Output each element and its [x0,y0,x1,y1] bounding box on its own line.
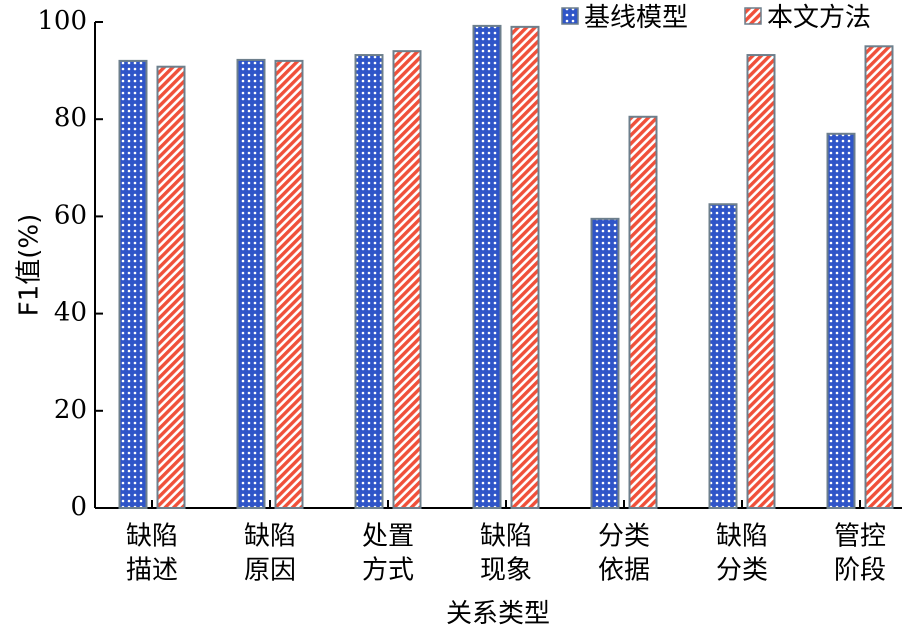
category-label: 原因 [244,556,296,586]
bar-baseline [236,58,266,510]
category-label: 分类 [716,556,768,586]
bars [118,24,894,510]
bar-proposed [510,25,540,510]
category-label: 缺陷 [126,522,178,552]
legend-label-baseline: 基线模型 [584,3,688,33]
bar-baseline [590,217,620,510]
y-tick-label: 100 [37,6,87,36]
y-axis-title: F1值(%) [15,214,45,317]
bar-proposed [628,115,658,510]
y-tick-label: 80 [54,103,87,133]
legend-swatch-baseline [561,7,579,25]
x-ticks [151,500,861,508]
category-label: 描述 [126,556,178,586]
category-label: 缺陷 [244,522,296,552]
legend-label-proposed: 本文方法 [767,3,871,33]
category-label: 分类 [598,522,650,552]
bar-baseline [354,54,384,509]
bar-proposed [746,54,776,509]
bar-baseline [826,132,856,509]
category-label: 依据 [598,556,650,586]
category-label: 处置 [362,522,414,552]
bar-proposed [392,50,422,509]
y-tick-label: 60 [54,200,87,230]
legend: 基线模型 本文方法 [561,3,871,33]
category-label: 缺陷 [480,522,532,552]
y-ticks: 0 20 40 60 80 100 [37,6,103,522]
category-label: 管控 [834,522,886,552]
bar-proposed [156,65,186,509]
category-label: 方式 [362,556,414,586]
bar-proposed [274,59,304,509]
category-label: 阶段 [834,556,886,586]
bar-baseline [708,203,738,509]
y-tick-label: 0 [70,492,87,522]
y-tick-label: 20 [54,395,87,425]
bar-baseline [472,24,502,509]
bar-proposed [864,45,894,510]
legend-swatch-proposed [744,7,762,25]
bar-baseline [118,59,148,509]
category-label: 缺陷 [716,522,768,552]
x-axis-title: 关系类型 [446,599,550,629]
category-label: 现象 [480,556,532,586]
y-tick-label: 40 [54,298,87,328]
